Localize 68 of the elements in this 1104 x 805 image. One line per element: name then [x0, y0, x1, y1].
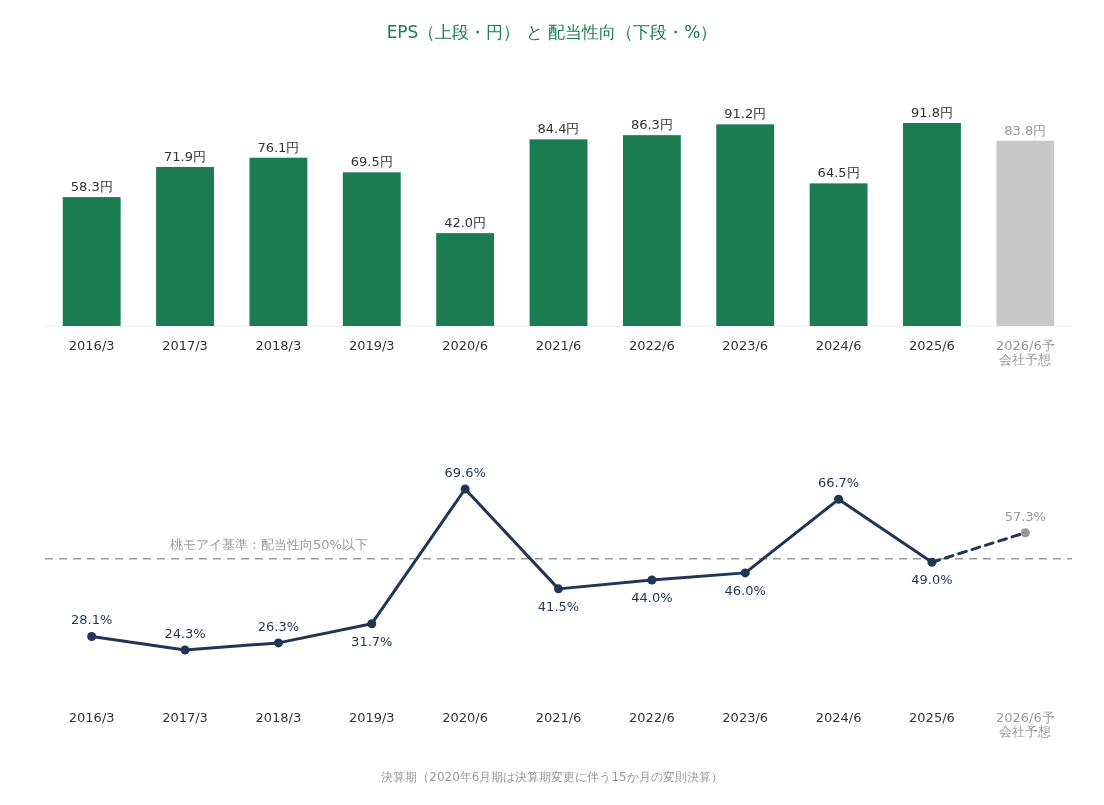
x-tick-label: 2020/6 [442, 710, 489, 725]
data-label: 83.8円 [1004, 122, 1047, 138]
x-tick-label: 2021/6 [535, 338, 582, 353]
x-tick-label: 2022/6 [628, 338, 675, 353]
x-tick-label: 2024/6 [815, 710, 862, 725]
data-label: 69.6% [444, 465, 486, 480]
x-tick-label: 2023/6 [722, 710, 769, 725]
x-tick-label: 2026/6予会社予想 [995, 710, 1055, 739]
x-tick-label: 2020/6 [442, 338, 489, 353]
data-label: 49.0% [911, 572, 953, 588]
data-label: 44.0% [631, 589, 673, 605]
bar [716, 124, 775, 326]
data-label: 24.3% [164, 626, 206, 641]
x-tick-label: 2025/6 [909, 338, 955, 353]
bar [342, 172, 401, 326]
x-tick-label: 2018/3 [255, 710, 302, 725]
x-tick-label: 2026/6予会社予想 [995, 338, 1055, 367]
data-label: 42.0円 [444, 215, 487, 231]
point [1020, 528, 1030, 538]
data-label: 69.5円 [350, 154, 393, 170]
x-tick-label: 2024/6 [815, 338, 862, 353]
chart-title: EPS（上段・円） と 配当性向（下段・%） [386, 22, 718, 42]
point [460, 484, 470, 494]
data-label: 41.5% [537, 598, 580, 614]
data-label: 71.9円 [164, 149, 207, 165]
point [647, 575, 657, 585]
point [834, 494, 844, 504]
bar [996, 140, 1055, 326]
x-tick-label: 2016/3 [68, 710, 115, 725]
data-label: 46.0% [724, 582, 766, 598]
x-tick-label: 2017/3 [162, 710, 208, 725]
x-tick-label: 2025/6 [909, 710, 955, 725]
x-tick-label: 2023/6 [722, 338, 769, 353]
bar [809, 183, 868, 326]
x-tick-label: 2019/3 [348, 710, 395, 725]
x-tick-label: 2016/3 [68, 338, 115, 353]
data-label: 26.3% [257, 618, 300, 634]
data-label: 76.1円 [257, 139, 300, 155]
bar [622, 135, 681, 326]
x-tick-label: 2021/6 [535, 710, 582, 725]
data-label: 31.7% [351, 633, 393, 649]
data-label: 28.1% [71, 612, 113, 628]
bar [529, 139, 588, 326]
point [367, 619, 377, 629]
x-tick-label: 2019/3 [348, 338, 395, 353]
x-tick-label: 2022/6 [628, 710, 675, 725]
data-label: 86.3円 [630, 117, 673, 133]
point [554, 584, 563, 594]
data-label: 91.2円 [724, 106, 767, 122]
data-label: 66.7% [817, 475, 860, 491]
bar [249, 157, 308, 326]
ref-line-label: 桃モアイ基準：配当性向50%以下 [170, 536, 368, 552]
bar [62, 197, 121, 326]
x-tick-label: 2017/3 [162, 338, 208, 353]
bar [156, 167, 214, 326]
point [87, 632, 97, 641]
data-label: 57.3% [1004, 508, 1046, 524]
data-label: 64.5円 [817, 165, 860, 181]
point [740, 568, 750, 578]
point [273, 638, 283, 648]
bar [903, 123, 961, 326]
bar [436, 233, 495, 326]
data-label: 58.3円 [70, 179, 113, 195]
x-tick-label: 2018/3 [255, 338, 302, 353]
data-label: 91.8円 [910, 105, 953, 120]
text: 決算期（2020年6月期は決算期変更に伴う15か月の変則決算） [381, 770, 723, 784]
data-label: 84.4円 [537, 121, 580, 137]
point [180, 645, 190, 655]
